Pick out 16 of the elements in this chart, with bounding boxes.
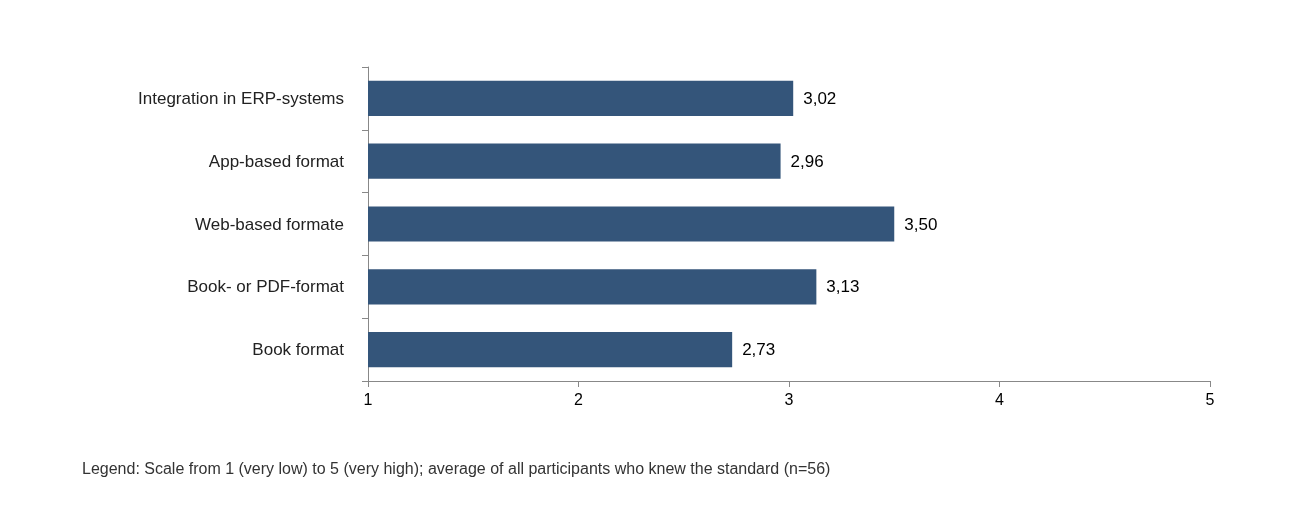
data-label: 2,96 bbox=[790, 151, 824, 171]
x-tick-label: 3 bbox=[784, 390, 794, 408]
x-tick-label: 5 bbox=[1205, 390, 1215, 408]
y-tick-label: Book format bbox=[252, 340, 345, 360]
data-label: 3,50 bbox=[904, 214, 938, 234]
y-tick-label: Book- or PDF-format bbox=[187, 277, 345, 297]
x-tick-label: 4 bbox=[995, 390, 1005, 408]
x-tick-label: 1 bbox=[363, 390, 373, 408]
data-label: 2,73 bbox=[742, 340, 776, 360]
x-tick-label: 2 bbox=[574, 390, 584, 408]
data-label: 3,02 bbox=[803, 88, 837, 108]
text: Legend: Scale from 1 (very low) to 5 (very high); average of all participants who knew the standard (n=56) bbox=[82, 459, 831, 477]
y-tick-label: App-based format bbox=[208, 151, 345, 171]
y-tick-label: Web-based formate bbox=[195, 214, 344, 234]
y-tick-label: Integration in ERP-systems bbox=[138, 88, 344, 108]
data-label: 3,13 bbox=[826, 277, 860, 297]
